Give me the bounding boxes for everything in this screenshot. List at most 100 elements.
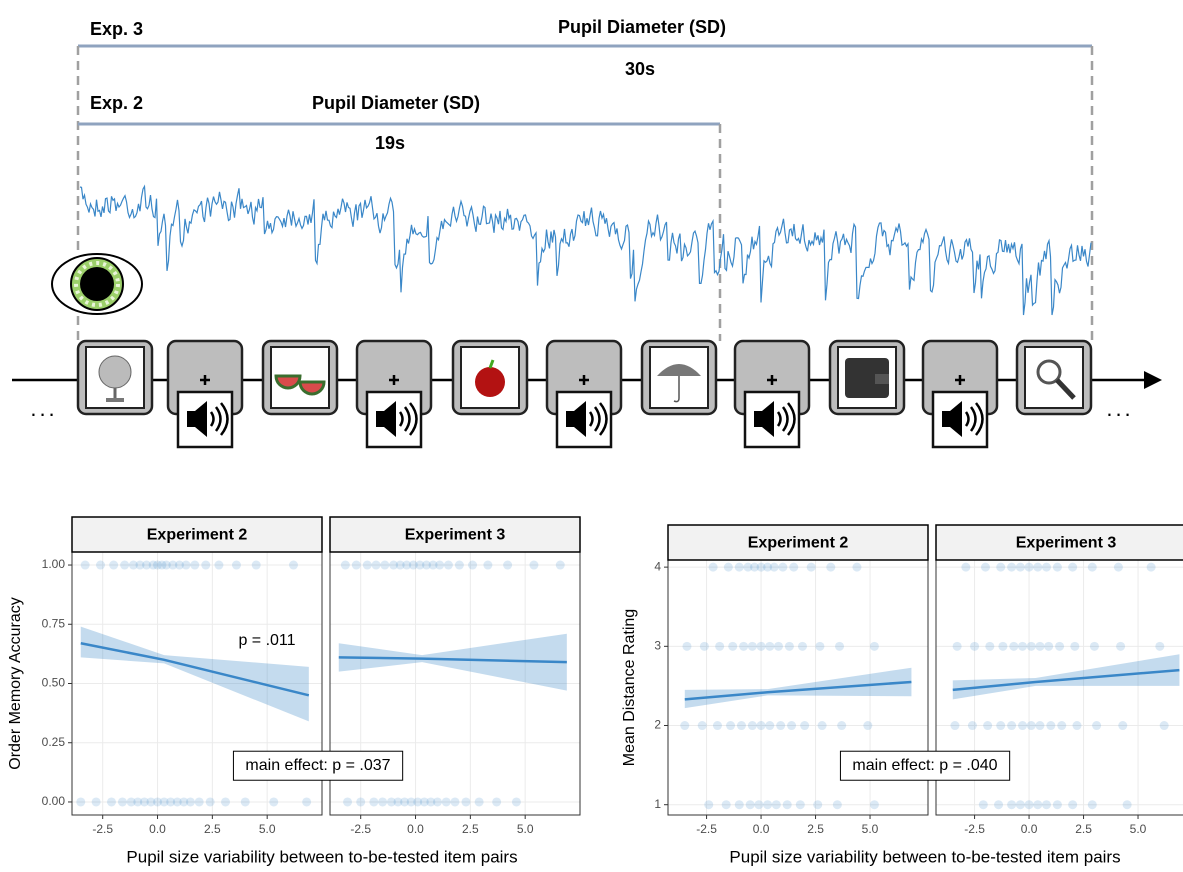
data-point bbox=[289, 561, 298, 570]
x-axis-label: Pupil size variability between to-be-tes… bbox=[126, 847, 517, 866]
magnifier bbox=[1038, 361, 1060, 383]
data-point bbox=[190, 561, 199, 570]
data-point bbox=[1123, 800, 1132, 809]
data-point bbox=[369, 797, 378, 806]
data-point bbox=[343, 797, 352, 806]
x-tick-label: 2.5 bbox=[1075, 822, 1092, 836]
data-point bbox=[757, 642, 766, 651]
exp2-duration: 19s bbox=[375, 133, 405, 153]
y-tick-label: 0.50 bbox=[42, 676, 66, 690]
y-tick-label: 1.00 bbox=[42, 557, 66, 571]
y-tick-label: 4 bbox=[654, 559, 661, 573]
data-point bbox=[785, 642, 794, 651]
data-point bbox=[754, 800, 763, 809]
data-point bbox=[442, 797, 451, 806]
data-point bbox=[182, 561, 191, 570]
data-point bbox=[994, 800, 1003, 809]
data-point bbox=[76, 797, 85, 806]
data-point bbox=[789, 563, 798, 572]
data-point bbox=[1155, 642, 1164, 651]
data-point bbox=[996, 563, 1005, 572]
y-tick-label: 0.00 bbox=[42, 794, 66, 808]
data-point bbox=[529, 561, 538, 570]
data-point bbox=[735, 563, 744, 572]
data-point bbox=[698, 721, 707, 730]
y-tick-label: 0.25 bbox=[42, 735, 66, 749]
data-point bbox=[950, 721, 959, 730]
y-tick-label: 2 bbox=[654, 718, 661, 732]
data-point bbox=[1073, 721, 1082, 730]
data-point bbox=[1090, 642, 1099, 651]
data-point bbox=[998, 642, 1007, 651]
data-point bbox=[1035, 642, 1044, 651]
data-point bbox=[778, 563, 787, 572]
x-tick-label: 5.0 bbox=[517, 822, 534, 836]
y-axis-label: Mean Distance Rating bbox=[621, 609, 638, 766]
facet-title: Experiment 3 bbox=[1016, 535, 1117, 552]
data-point bbox=[953, 642, 962, 651]
data-point bbox=[503, 561, 512, 570]
data-point bbox=[728, 642, 737, 651]
data-point bbox=[195, 797, 204, 806]
picture bbox=[845, 358, 889, 398]
data-point bbox=[765, 721, 774, 730]
data-point bbox=[512, 797, 521, 806]
x-tick-label: 0.0 bbox=[407, 822, 424, 836]
data-point bbox=[1025, 800, 1034, 809]
data-point bbox=[709, 563, 718, 572]
facet-title: Experiment 3 bbox=[405, 527, 506, 544]
data-point bbox=[1044, 642, 1053, 651]
x-tick-label: 5.0 bbox=[259, 822, 276, 836]
data-point bbox=[483, 561, 492, 570]
data-point bbox=[1088, 563, 1097, 572]
data-point bbox=[1042, 800, 1051, 809]
data-point bbox=[682, 642, 691, 651]
data-point bbox=[704, 800, 713, 809]
data-point bbox=[981, 563, 990, 572]
x-tick-label: 0.0 bbox=[149, 822, 166, 836]
data-point bbox=[1007, 563, 1016, 572]
data-point bbox=[1147, 563, 1156, 572]
data-point bbox=[1116, 642, 1125, 651]
data-point bbox=[341, 561, 350, 570]
x-tick-label: -2.5 bbox=[696, 822, 717, 836]
data-point bbox=[1027, 721, 1036, 730]
data-point bbox=[870, 800, 879, 809]
figure: Exp. 3 Pupil Diameter (SD) 30s Exp. 2 Pu… bbox=[0, 0, 1183, 872]
data-point bbox=[807, 563, 816, 572]
data-point bbox=[818, 721, 827, 730]
facet-title: Experiment 2 bbox=[748, 535, 849, 552]
data-point bbox=[1007, 800, 1016, 809]
exp3-duration: 30s bbox=[625, 59, 655, 79]
data-point bbox=[363, 561, 372, 570]
data-point bbox=[968, 721, 977, 730]
y-tick-label: 1 bbox=[654, 797, 661, 811]
data-point bbox=[798, 642, 807, 651]
data-point bbox=[1068, 563, 1077, 572]
page: {"diagram": { "exp3": {"label": "Exp. 3"… bbox=[0, 0, 1183, 872]
data-point bbox=[252, 561, 261, 570]
annotation: main effect: p = .037 bbox=[245, 757, 390, 774]
sequence bbox=[78, 341, 1091, 447]
x-tick-label: -2.5 bbox=[92, 822, 113, 836]
data-point bbox=[770, 563, 779, 572]
data-point bbox=[1057, 721, 1066, 730]
timeline-arrow bbox=[1144, 371, 1162, 389]
data-point bbox=[232, 561, 241, 570]
data-point bbox=[739, 642, 748, 651]
data-point bbox=[468, 561, 477, 570]
x-tick-label: -2.5 bbox=[350, 822, 371, 836]
data-point bbox=[1053, 800, 1062, 809]
data-point bbox=[1046, 721, 1055, 730]
data-point bbox=[813, 800, 822, 809]
data-point bbox=[186, 797, 195, 806]
data-point bbox=[556, 561, 565, 570]
data-point bbox=[796, 800, 805, 809]
data-point bbox=[1033, 800, 1042, 809]
data-point bbox=[970, 642, 979, 651]
data-point bbox=[269, 797, 278, 806]
data-point bbox=[118, 797, 127, 806]
data-point bbox=[461, 797, 470, 806]
data-point bbox=[302, 797, 311, 806]
globe-base bbox=[106, 398, 124, 402]
